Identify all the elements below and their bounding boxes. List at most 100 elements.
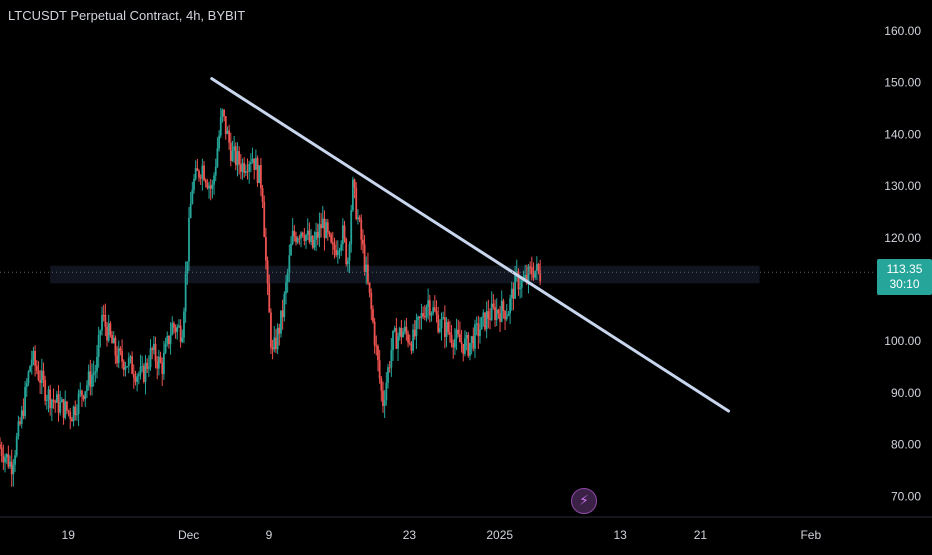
candle-body	[457, 329, 460, 335]
candle-body	[64, 401, 67, 418]
candle-body	[425, 307, 428, 318]
candle-body	[248, 164, 251, 172]
candle-body	[443, 317, 446, 338]
candle-body	[318, 224, 321, 238]
candle-body	[189, 203, 192, 219]
candle-body	[146, 362, 149, 369]
candle-body	[188, 218, 190, 262]
candle-body	[238, 151, 241, 165]
candle-body	[149, 348, 152, 368]
candle-body	[413, 329, 416, 337]
candle-body	[288, 255, 291, 273]
candle-body	[76, 414, 78, 416]
chart-title: LTCUSDT Perpetual Contract, 4h, BYBIT	[8, 8, 246, 23]
y-tick-label: 140.00	[884, 127, 921, 141]
candle-body	[412, 329, 414, 351]
candle-body	[2, 455, 5, 463]
candle-body	[311, 235, 314, 248]
candle-body	[527, 266, 530, 282]
candle-body	[346, 260, 349, 265]
candle-body	[380, 378, 383, 391]
candle-body	[418, 316, 421, 318]
candle-body	[89, 371, 92, 387]
candle-body	[206, 183, 209, 189]
candle-body	[333, 244, 336, 250]
candle-body	[435, 310, 438, 315]
candle-body	[246, 171, 249, 173]
candle-body	[407, 333, 409, 343]
candle-body	[470, 336, 473, 344]
candle-body	[67, 410, 70, 412]
candle-body	[345, 238, 348, 265]
candle-body	[126, 366, 129, 368]
x-tick-label: 19	[62, 528, 76, 542]
candle-body	[147, 367, 150, 369]
candle-body	[485, 311, 488, 330]
candle-body	[301, 232, 304, 236]
candle-body	[520, 280, 523, 288]
candle-body	[92, 373, 95, 376]
candle-body	[249, 162, 252, 165]
candle-body	[102, 315, 105, 317]
candle-body	[42, 370, 45, 380]
candle-body	[524, 274, 527, 281]
candle-body	[17, 421, 20, 437]
candle-body	[440, 318, 443, 329]
candle-body	[492, 303, 495, 307]
candle-body	[353, 179, 356, 188]
candle-body	[275, 337, 277, 350]
candle-body	[81, 390, 83, 396]
candle-body	[156, 361, 159, 369]
candle-body	[136, 376, 139, 382]
candle-body	[29, 366, 32, 372]
candle-body	[20, 410, 23, 424]
candle-body	[499, 313, 501, 322]
candle-body	[124, 367, 127, 371]
candle-body	[300, 232, 302, 239]
candle-body	[356, 217, 359, 219]
candle-body	[224, 116, 227, 134]
candle-body	[525, 274, 528, 282]
candle-body	[10, 461, 13, 475]
candle-body	[296, 238, 299, 243]
candle-body	[183, 311, 185, 338]
candle-body	[480, 317, 483, 330]
candle-body	[226, 130, 229, 134]
candle-body	[179, 325, 182, 342]
candle-body	[91, 375, 93, 387]
candle-body	[507, 313, 510, 317]
candle-body	[367, 264, 369, 283]
candle-body	[62, 399, 65, 418]
candle-body	[452, 343, 455, 348]
y-tick-label: 80.00	[891, 438, 921, 452]
candle-body	[494, 306, 496, 320]
candle-body	[99, 330, 102, 335]
candle-body	[403, 326, 406, 332]
candle-body	[266, 260, 269, 284]
candle-body	[306, 230, 309, 235]
candle-body	[171, 323, 174, 335]
candle-body	[293, 230, 296, 237]
candle-body	[191, 189, 194, 204]
lightning-bolt-icon[interactable]: ⚡	[571, 488, 597, 514]
candle-body	[79, 390, 82, 394]
candle-body	[161, 362, 164, 375]
candle-body	[218, 135, 220, 149]
candle-body	[532, 274, 535, 278]
candle-body	[270, 312, 272, 348]
candle-body	[459, 334, 461, 343]
candle-body	[186, 261, 189, 274]
candle-body	[228, 130, 231, 143]
candle-body	[86, 385, 88, 392]
y-tick-label: 130.00	[884, 179, 921, 193]
candle-body	[244, 171, 247, 173]
candle-body	[162, 352, 165, 375]
candle-body	[330, 234, 333, 243]
candle-body	[331, 242, 334, 245]
candle-body	[472, 336, 475, 349]
candle-body	[529, 266, 532, 268]
candle-body	[415, 319, 418, 337]
candle-body	[233, 146, 236, 151]
